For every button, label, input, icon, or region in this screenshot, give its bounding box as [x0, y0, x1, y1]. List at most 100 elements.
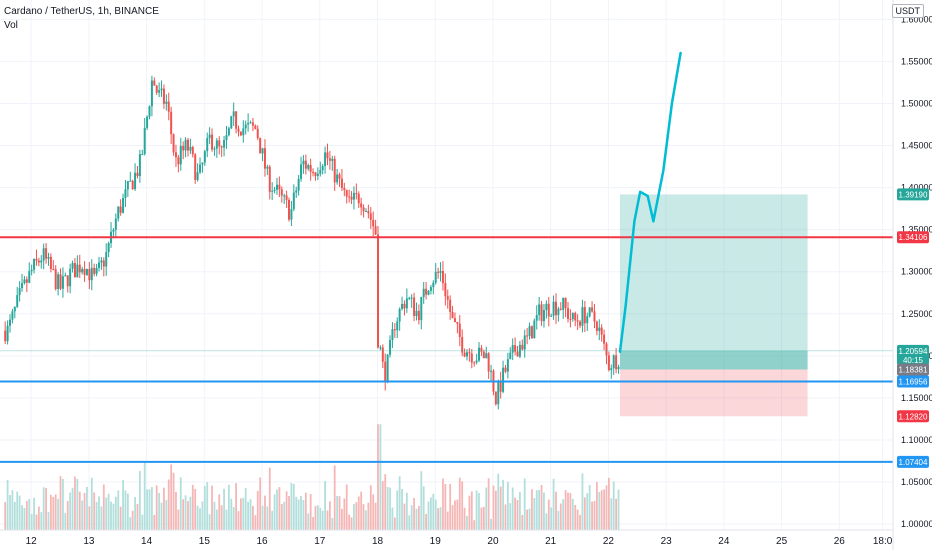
volume-bar — [230, 498, 233, 530]
candle-body — [307, 165, 310, 169]
candle-body — [600, 327, 603, 335]
volume-bar — [550, 507, 553, 530]
candle-body — [59, 274, 62, 289]
volume-bar — [583, 497, 586, 530]
candle-body — [167, 101, 170, 112]
candle-body — [136, 172, 139, 176]
volume-bar — [114, 496, 117, 530]
volume-bar — [526, 509, 529, 530]
volume-bar — [319, 507, 322, 530]
volume-bar — [4, 502, 7, 530]
volume-bar — [468, 495, 471, 530]
candle-body — [107, 243, 110, 253]
candle-body — [393, 329, 396, 331]
candle-body — [499, 381, 502, 392]
volume-bar — [100, 506, 103, 530]
price-tag-bg — [897, 188, 929, 201]
volume-bar — [141, 514, 144, 530]
candle-body — [367, 211, 370, 214]
candle-body — [81, 268, 84, 273]
candle-body — [52, 268, 55, 270]
candle-body — [280, 189, 283, 196]
volume-bar — [569, 493, 572, 530]
volume-bar — [259, 477, 262, 530]
price-tag-bg — [897, 410, 929, 423]
candle-body — [223, 140, 226, 148]
volume-bar — [247, 501, 250, 530]
volume-bar — [167, 479, 170, 530]
volume-bar — [581, 473, 584, 530]
volume-bar — [151, 487, 153, 530]
volume-bar — [328, 501, 331, 530]
candle-body — [374, 226, 377, 235]
currency-button[interactable]: USDT — [891, 4, 924, 18]
volume-bar — [179, 477, 182, 530]
volume-bar — [490, 518, 492, 530]
candle-body — [225, 135, 228, 141]
y-tick-label: 1.00000 — [901, 519, 932, 529]
candle-body — [319, 170, 322, 174]
volume-bar — [11, 490, 14, 530]
candle-body — [557, 308, 560, 316]
candle-body — [141, 154, 144, 156]
volume-bar — [213, 501, 216, 530]
volume-label: Vol — [4, 20, 18, 31]
volume-bar — [355, 502, 358, 530]
candle-body — [237, 128, 240, 132]
volume-bar — [401, 488, 403, 530]
candle-body — [617, 366, 620, 370]
candle-body — [93, 267, 96, 274]
volume-bar — [57, 498, 60, 530]
volume-bar — [516, 500, 519, 530]
volume-bar — [187, 501, 189, 530]
volume-bar — [283, 501, 286, 530]
candle-body — [242, 128, 245, 136]
volume-bar — [521, 514, 524, 530]
volume-bar — [191, 484, 194, 530]
volume-bar — [220, 505, 223, 530]
candle-body — [343, 187, 346, 191]
volume-bar — [249, 499, 252, 530]
x-tick-label: 12 — [26, 536, 38, 547]
volume-bar — [232, 507, 235, 530]
volume-bar — [54, 494, 57, 530]
volume-bar — [256, 490, 259, 530]
volume-bar — [119, 506, 122, 530]
candle-body — [49, 256, 52, 269]
volume-bar — [314, 505, 317, 530]
candle-body — [480, 347, 483, 352]
volume-bar — [531, 489, 533, 530]
candle-body — [220, 146, 223, 148]
candle-body — [23, 279, 26, 284]
volume-bar — [146, 489, 149, 530]
volume-bar — [555, 491, 557, 530]
candle-body — [449, 299, 452, 313]
volume-bar — [35, 514, 38, 530]
volume-bar — [350, 517, 353, 530]
target-zone — [619, 194, 808, 370]
volume-bar — [519, 492, 521, 530]
volume-bar — [367, 502, 370, 530]
candle-body — [391, 329, 394, 341]
y-tick-label: 1.45000 — [901, 141, 932, 151]
candle-body — [523, 335, 526, 350]
candle-body — [420, 296, 423, 321]
volume-bar — [25, 500, 28, 530]
candle-body — [4, 330, 7, 342]
volume-bar — [591, 501, 593, 530]
volume-bar — [74, 476, 76, 530]
candle-body — [278, 184, 281, 190]
candle-body — [302, 160, 305, 165]
candle-body — [439, 271, 442, 273]
candle-body — [47, 256, 50, 259]
candle-body — [28, 271, 31, 283]
volume-bar — [593, 501, 596, 530]
candle-body — [124, 189, 127, 198]
candle-body — [336, 174, 339, 183]
candle-body — [131, 180, 134, 190]
level-tag: 1.34106 — [899, 233, 928, 242]
volume-bar — [391, 507, 394, 530]
candle-body — [538, 304, 541, 316]
candle-body — [191, 146, 194, 155]
